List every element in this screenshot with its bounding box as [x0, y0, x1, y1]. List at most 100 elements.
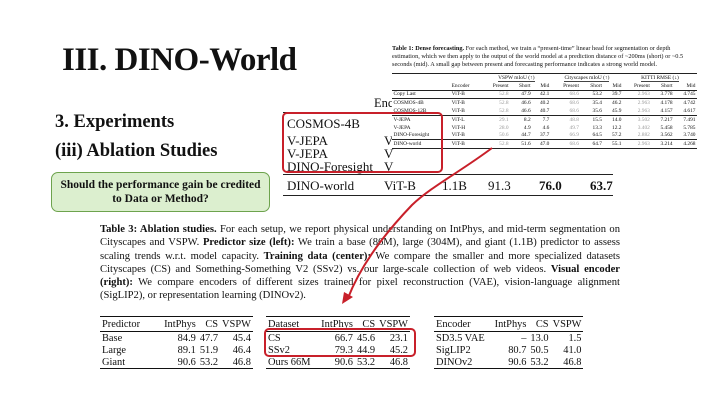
cell: Copy Last	[392, 89, 451, 99]
table1-caption-body: For each method, we train a “present-tim…	[392, 45, 684, 68]
table1-group-vspw: VSPW mIoU (↑)	[498, 74, 535, 82]
col-header: VSPW	[220, 316, 253, 332]
bg-row-dinoforesight: DINO-Foresight	[287, 159, 373, 174]
table-row: DINO-world ViT-B 52.8 51.6 47.0 68.6 64.…	[392, 139, 697, 150]
cell: 14.0	[603, 114, 623, 124]
table1-col: Mid	[686, 82, 696, 89]
cell: 48.8	[550, 114, 581, 124]
table-row: CS 66.7 45.6 23.1	[266, 332, 410, 345]
col-header: IntPhys	[492, 316, 529, 332]
caption-text: For each setup, we report physical under…	[100, 224, 620, 249]
cell: 45.4	[232, 332, 251, 344]
cell: ViT-L	[450, 114, 482, 124]
cell: 3.214	[651, 139, 675, 150]
predictor-size-table: Predictor IntPhys CS VSPW Base 84.9 47.7…	[100, 316, 253, 369]
cell: 45.6	[356, 332, 376, 344]
cell: 28.0	[499, 124, 509, 131]
cell: CS	[268, 332, 281, 344]
cell: 1.5	[568, 332, 582, 344]
cell: 80.7	[508, 344, 527, 356]
bg-dinoworld-v2: 76.0	[539, 178, 562, 193]
cell: 66.7	[334, 332, 353, 344]
caption-bold: Predictor size (left):	[202, 237, 295, 249]
cell: ViT-B	[450, 98, 482, 108]
cell: 89.1	[177, 344, 196, 356]
cell: 7.217	[651, 114, 675, 124]
cell: Ours 66M	[266, 356, 320, 369]
caption-bold: Visual encoder (right):	[100, 263, 620, 289]
visual-encoder-table: Encoder IntPhys CS VSPW SD3.5 VAE – 13.0…	[434, 316, 584, 369]
cell: COSMOS-12B	[393, 108, 427, 115]
cell: Base	[102, 332, 123, 344]
callout-box: Should the performance gain be credited …	[51, 172, 270, 212]
cell: 50.6	[499, 132, 509, 139]
cell: 52.8	[481, 98, 511, 108]
col-header: CS	[528, 316, 551, 332]
table-row: V-JEPA ViT-L 29.1 8.2 7.7 48.8 15.5 14.0…	[392, 114, 697, 124]
cell: 15.5	[580, 114, 604, 124]
table-row: SigLIP2 80.7 50.5 41.0	[434, 344, 583, 356]
bg-row-vjepa-2: V-JEPA	[287, 146, 328, 161]
cell: 49.7	[569, 124, 579, 131]
cell: 44.9	[356, 344, 376, 356]
cell: SSv2	[268, 344, 290, 356]
cell: 52.8	[481, 139, 511, 150]
table3-caption-title: Table 3: Ablation studies.	[100, 224, 217, 235]
cell: 46.8	[550, 356, 584, 369]
cell: 53.2	[354, 356, 378, 369]
cell: 52.8	[481, 89, 511, 99]
slide-title: III. DINO-World	[62, 42, 297, 78]
cell: DINOv2	[434, 356, 493, 369]
table1-group-row: VSPW mIoU (↑) Cityscapes mIoU (↑) KITTI …	[392, 72, 697, 82]
cell: 29.1	[481, 114, 511, 124]
cell: ViT-B	[451, 108, 465, 115]
cell: 42.1	[532, 89, 551, 99]
bg-table-midrule	[283, 174, 613, 175]
cell: 51.9	[199, 344, 219, 356]
col-header: IntPhys	[162, 316, 198, 332]
cell: 3.740	[683, 132, 696, 139]
cell: 47.0	[532, 139, 551, 150]
cell: 12.2	[612, 124, 622, 131]
table1-group-kitti: KITTI RMSE (↓)	[641, 74, 679, 82]
cell: 4.745	[674, 89, 697, 99]
table1-col-encoder: Encoder	[451, 82, 470, 89]
cell: 46.6	[510, 98, 533, 108]
highlight-box-datasets	[264, 328, 416, 357]
bg-row-dinoforesight-enc: V	[384, 159, 394, 174]
cell: 23.1	[389, 332, 408, 344]
cell: 2.963	[637, 108, 650, 115]
cell: 68.6	[569, 108, 579, 115]
cell: 64.5	[592, 132, 602, 139]
table1-col: Short	[590, 82, 602, 89]
bg-row-dinoworld: DINO-world	[287, 178, 355, 193]
table-row: Base 84.9 47.7 45.4	[100, 332, 253, 345]
cell: 4.268	[674, 139, 697, 150]
table-row: Giant 90.6 53.2 46.8	[100, 356, 253, 369]
cell: 2.963	[622, 139, 652, 150]
cell: 37.7	[539, 132, 550, 139]
cell: 84.9	[177, 332, 196, 344]
cell: 4.742	[674, 98, 697, 108]
cell: 41.0	[563, 344, 582, 356]
cell: 79.3	[334, 344, 353, 356]
col-header: CS	[197, 316, 221, 332]
cell: 53.2	[197, 356, 221, 369]
table1-header-row: Encoder Present Short Mid Present Short …	[392, 82, 697, 90]
cell: –	[521, 332, 527, 344]
cell: 4.178	[651, 98, 675, 108]
cell: DINO-Foresight	[393, 132, 430, 139]
table3-caption: Table 3: Ablation studies. For each setu…	[100, 223, 620, 303]
table1-col: Mid	[612, 82, 622, 89]
highlight-box-baselines	[282, 112, 443, 173]
cell: 5.458	[660, 124, 673, 131]
col-header: Encoder	[434, 316, 493, 332]
table-row: Ours 66M 90.6 53.2 46.8	[266, 356, 410, 369]
cell: DINO-world	[392, 139, 451, 150]
cell: 39.7	[603, 89, 623, 99]
bg-dinoworld-v1: 91.3	[488, 178, 511, 193]
caption-text: We compare the smaller and more speciali…	[100, 250, 621, 275]
cell: 4.9	[523, 124, 531, 131]
cell: ViT-B	[450, 139, 482, 150]
cell: 46.2	[603, 98, 623, 108]
